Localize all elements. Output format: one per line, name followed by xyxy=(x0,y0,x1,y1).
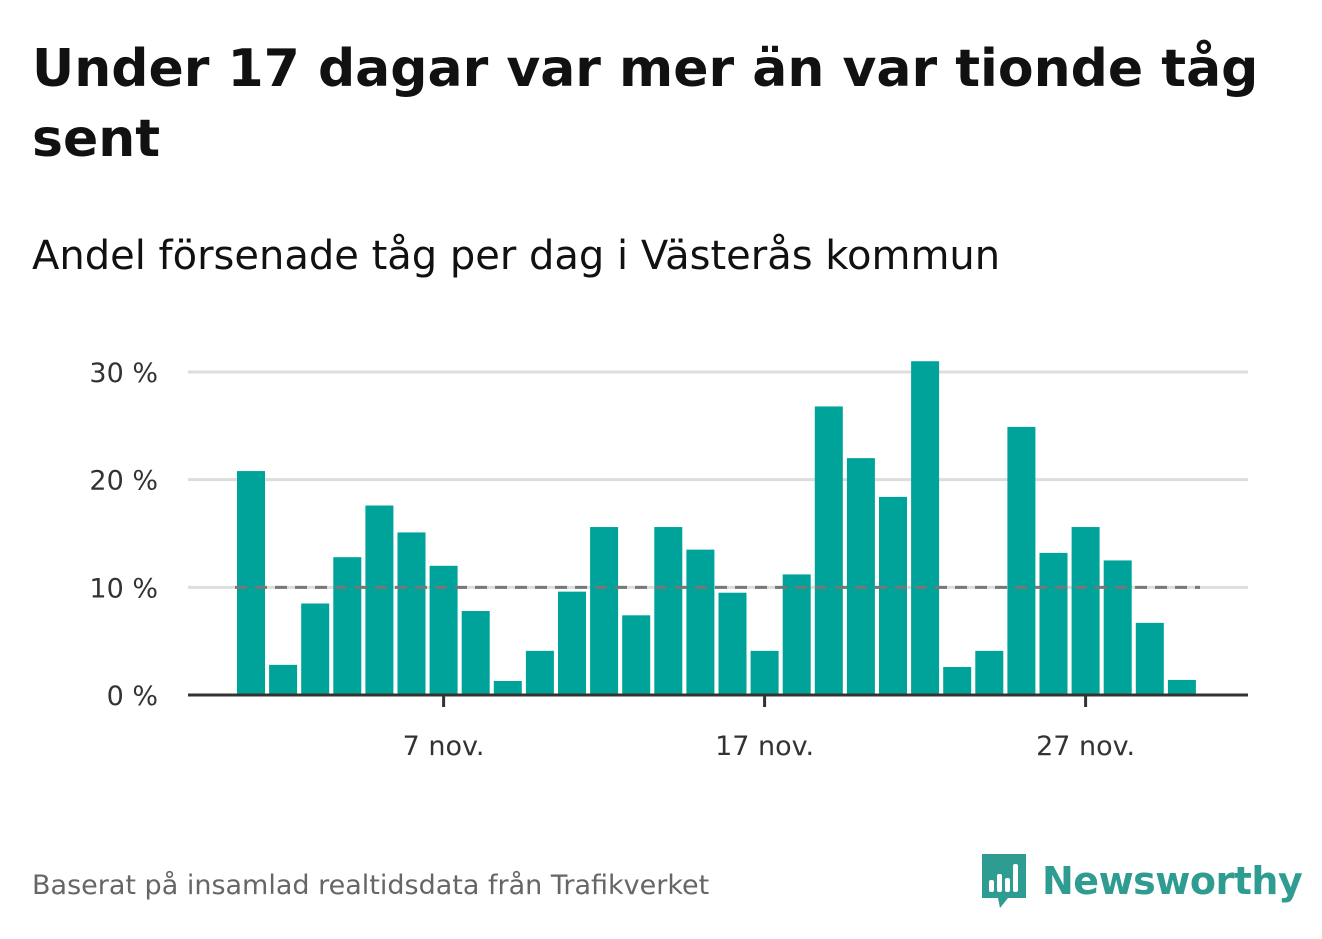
bar xyxy=(846,458,875,695)
y-tick-label: 0 % xyxy=(107,681,158,712)
bar-chart: 0 % 10 % 20 % 30 % 7 nov. 17 nov. 27 nov. xyxy=(89,358,1248,762)
y-tick-label: 20 % xyxy=(89,466,158,497)
x-tick-label: 17 nov. xyxy=(715,731,814,762)
x-tick-label: 7 nov. xyxy=(403,731,485,762)
bar xyxy=(397,532,426,695)
bar xyxy=(718,592,747,695)
x-axis-labels: 7 nov. 17 nov. 27 nov. xyxy=(403,695,1135,762)
newsworthy-logo-icon xyxy=(982,854,1026,908)
chart-subtitle: Andel försenade tåg per dag i Västerås k… xyxy=(32,233,1001,279)
bar xyxy=(975,650,1004,695)
bar xyxy=(1071,527,1100,695)
bar xyxy=(1007,426,1036,695)
source-note: Baserat på insamlad realtidsdata från Tr… xyxy=(32,870,710,901)
bar xyxy=(911,361,940,695)
bar xyxy=(237,471,265,695)
bar xyxy=(365,505,394,695)
bar xyxy=(1135,622,1164,695)
x-tick-label: 27 nov. xyxy=(1036,731,1135,762)
bar xyxy=(782,574,811,695)
bar xyxy=(686,549,715,695)
bar xyxy=(1167,679,1196,695)
bar xyxy=(1039,552,1068,695)
bar xyxy=(301,603,330,695)
bar xyxy=(943,667,972,695)
bar xyxy=(269,664,298,695)
bar xyxy=(1103,560,1132,695)
bars xyxy=(237,361,1196,695)
chart-title: Under 17 dagar var mer än var tionde tåg… xyxy=(32,39,1259,169)
y-tick-label: 30 % xyxy=(89,358,158,389)
bar xyxy=(879,496,907,695)
bar xyxy=(750,650,779,695)
bar xyxy=(622,615,651,695)
bar xyxy=(814,406,843,695)
bar xyxy=(525,650,554,695)
bar xyxy=(333,557,362,695)
y-tick-label: 10 % xyxy=(89,573,158,604)
bar xyxy=(590,527,619,695)
newsworthy-logo: Newsworthy xyxy=(978,848,1303,914)
bar xyxy=(461,611,490,695)
bar xyxy=(558,591,586,695)
bar xyxy=(493,681,522,695)
y-axis-labels: 0 % 10 % 20 % 30 % xyxy=(89,358,158,712)
logo-text: Newsworthy xyxy=(1042,859,1303,903)
bar xyxy=(654,527,683,695)
bar xyxy=(429,565,458,695)
